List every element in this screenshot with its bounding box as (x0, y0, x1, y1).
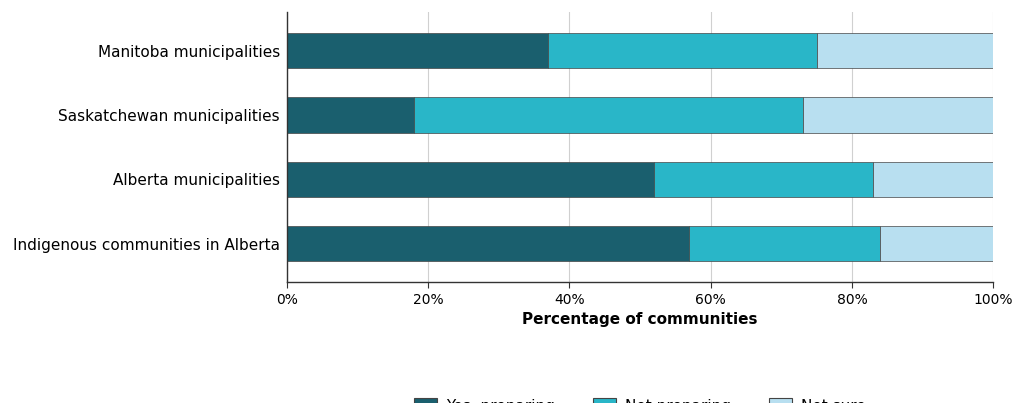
Bar (803, 97, 993, 133)
Bar (287, 33, 548, 69)
Bar (287, 97, 414, 133)
Bar (287, 162, 654, 197)
X-axis label: Percentage of communities: Percentage of communities (522, 312, 758, 327)
Bar (654, 162, 873, 197)
Bar (287, 226, 689, 261)
Bar (881, 226, 993, 261)
Bar (689, 226, 881, 261)
Legend: Yes, preparing, Not preparing, Not sure: Yes, preparing, Not preparing, Not sure (408, 393, 872, 403)
Bar (548, 33, 817, 69)
Bar (817, 33, 993, 69)
Bar (873, 162, 993, 197)
Bar (414, 97, 803, 133)
